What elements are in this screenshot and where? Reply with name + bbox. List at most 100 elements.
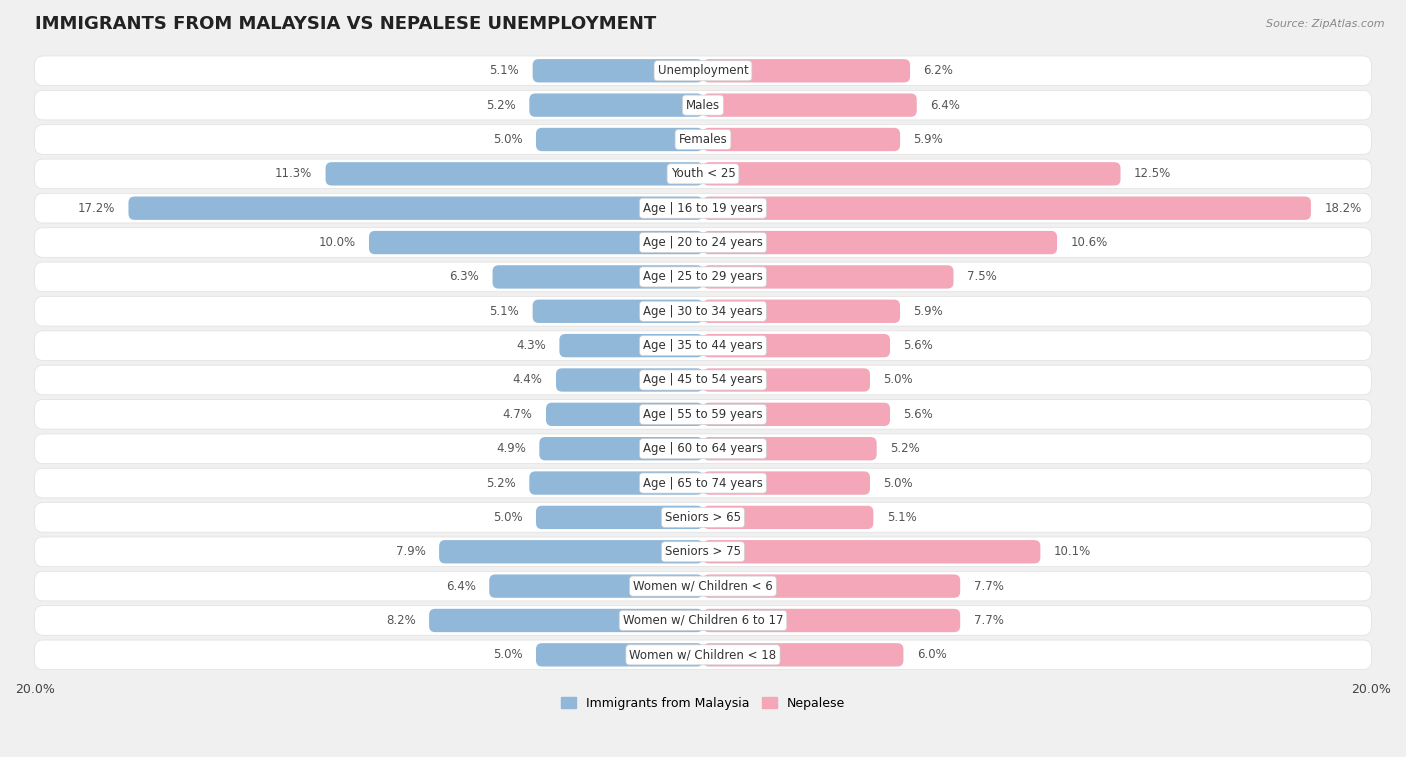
- Text: 5.0%: 5.0%: [883, 373, 912, 387]
- FancyBboxPatch shape: [35, 90, 1371, 120]
- Legend: Immigrants from Malaysia, Nepalese: Immigrants from Malaysia, Nepalese: [555, 692, 851, 715]
- Text: Age | 45 to 54 years: Age | 45 to 54 years: [643, 373, 763, 387]
- Text: 6.4%: 6.4%: [931, 98, 960, 111]
- FancyBboxPatch shape: [536, 643, 703, 666]
- Text: 4.9%: 4.9%: [496, 442, 526, 455]
- FancyBboxPatch shape: [368, 231, 703, 254]
- Text: Youth < 25: Youth < 25: [671, 167, 735, 180]
- Text: 10.1%: 10.1%: [1053, 545, 1091, 558]
- FancyBboxPatch shape: [35, 228, 1371, 257]
- Text: 10.0%: 10.0%: [319, 236, 356, 249]
- Text: 5.2%: 5.2%: [486, 477, 516, 490]
- Text: 6.0%: 6.0%: [917, 648, 946, 662]
- FancyBboxPatch shape: [326, 162, 703, 185]
- FancyBboxPatch shape: [533, 59, 703, 83]
- Text: 5.2%: 5.2%: [890, 442, 920, 455]
- FancyBboxPatch shape: [35, 400, 1371, 429]
- Text: 5.0%: 5.0%: [494, 133, 523, 146]
- FancyBboxPatch shape: [529, 472, 703, 495]
- FancyBboxPatch shape: [703, 575, 960, 598]
- FancyBboxPatch shape: [35, 365, 1371, 394]
- Text: 5.2%: 5.2%: [486, 98, 516, 111]
- Text: 6.4%: 6.4%: [446, 580, 475, 593]
- FancyBboxPatch shape: [536, 128, 703, 151]
- FancyBboxPatch shape: [35, 640, 1371, 670]
- Text: 11.3%: 11.3%: [276, 167, 312, 180]
- FancyBboxPatch shape: [703, 369, 870, 391]
- FancyBboxPatch shape: [35, 159, 1371, 188]
- FancyBboxPatch shape: [560, 334, 703, 357]
- FancyBboxPatch shape: [555, 369, 703, 391]
- Text: Age | 60 to 64 years: Age | 60 to 64 years: [643, 442, 763, 455]
- FancyBboxPatch shape: [703, 403, 890, 426]
- Text: Age | 30 to 34 years: Age | 30 to 34 years: [643, 305, 763, 318]
- FancyBboxPatch shape: [703, 437, 877, 460]
- FancyBboxPatch shape: [35, 262, 1371, 291]
- Text: IMMIGRANTS FROM MALAYSIA VS NEPALESE UNEMPLOYMENT: IMMIGRANTS FROM MALAYSIA VS NEPALESE UNE…: [35, 15, 657, 33]
- FancyBboxPatch shape: [703, 609, 960, 632]
- FancyBboxPatch shape: [703, 265, 953, 288]
- FancyBboxPatch shape: [703, 540, 1040, 563]
- FancyBboxPatch shape: [533, 300, 703, 323]
- Text: Females: Females: [679, 133, 727, 146]
- FancyBboxPatch shape: [703, 93, 917, 117]
- Text: 5.1%: 5.1%: [489, 64, 519, 77]
- FancyBboxPatch shape: [703, 472, 870, 495]
- Text: Source: ZipAtlas.com: Source: ZipAtlas.com: [1267, 19, 1385, 29]
- Text: 10.6%: 10.6%: [1070, 236, 1108, 249]
- FancyBboxPatch shape: [429, 609, 703, 632]
- Text: Males: Males: [686, 98, 720, 111]
- FancyBboxPatch shape: [35, 56, 1371, 86]
- Text: 7.9%: 7.9%: [396, 545, 426, 558]
- Text: 5.6%: 5.6%: [904, 408, 934, 421]
- Text: Seniors > 75: Seniors > 75: [665, 545, 741, 558]
- Text: 5.0%: 5.0%: [883, 477, 912, 490]
- Text: 7.7%: 7.7%: [973, 580, 1004, 593]
- FancyBboxPatch shape: [703, 128, 900, 151]
- FancyBboxPatch shape: [35, 125, 1371, 154]
- Text: 5.6%: 5.6%: [904, 339, 934, 352]
- Text: 5.1%: 5.1%: [489, 305, 519, 318]
- FancyBboxPatch shape: [703, 643, 904, 666]
- Text: Age | 16 to 19 years: Age | 16 to 19 years: [643, 201, 763, 215]
- FancyBboxPatch shape: [489, 575, 703, 598]
- Text: 17.2%: 17.2%: [77, 201, 115, 215]
- Text: Age | 25 to 29 years: Age | 25 to 29 years: [643, 270, 763, 283]
- Text: 4.4%: 4.4%: [513, 373, 543, 387]
- FancyBboxPatch shape: [35, 503, 1371, 532]
- FancyBboxPatch shape: [546, 403, 703, 426]
- Text: Women w/ Children 6 to 17: Women w/ Children 6 to 17: [623, 614, 783, 627]
- FancyBboxPatch shape: [540, 437, 703, 460]
- Text: 5.1%: 5.1%: [887, 511, 917, 524]
- Text: Age | 55 to 59 years: Age | 55 to 59 years: [643, 408, 763, 421]
- FancyBboxPatch shape: [703, 59, 910, 83]
- Text: Women w/ Children < 6: Women w/ Children < 6: [633, 580, 773, 593]
- FancyBboxPatch shape: [35, 434, 1371, 463]
- FancyBboxPatch shape: [35, 297, 1371, 326]
- FancyBboxPatch shape: [703, 506, 873, 529]
- Text: 5.9%: 5.9%: [914, 305, 943, 318]
- Text: 4.7%: 4.7%: [503, 408, 533, 421]
- Text: 18.2%: 18.2%: [1324, 201, 1361, 215]
- FancyBboxPatch shape: [128, 197, 703, 220]
- Text: Age | 65 to 74 years: Age | 65 to 74 years: [643, 477, 763, 490]
- Text: Seniors > 65: Seniors > 65: [665, 511, 741, 524]
- FancyBboxPatch shape: [703, 162, 1121, 185]
- Text: Age | 20 to 24 years: Age | 20 to 24 years: [643, 236, 763, 249]
- Text: Unemployment: Unemployment: [658, 64, 748, 77]
- Text: 7.7%: 7.7%: [973, 614, 1004, 627]
- FancyBboxPatch shape: [703, 334, 890, 357]
- Text: 12.5%: 12.5%: [1133, 167, 1171, 180]
- FancyBboxPatch shape: [492, 265, 703, 288]
- Text: 5.0%: 5.0%: [494, 648, 523, 662]
- FancyBboxPatch shape: [529, 93, 703, 117]
- Text: 5.9%: 5.9%: [914, 133, 943, 146]
- FancyBboxPatch shape: [35, 194, 1371, 223]
- Text: Age | 35 to 44 years: Age | 35 to 44 years: [643, 339, 763, 352]
- FancyBboxPatch shape: [35, 572, 1371, 601]
- FancyBboxPatch shape: [35, 606, 1371, 635]
- Text: 4.3%: 4.3%: [516, 339, 546, 352]
- FancyBboxPatch shape: [35, 331, 1371, 360]
- Text: 6.2%: 6.2%: [924, 64, 953, 77]
- Text: Women w/ Children < 18: Women w/ Children < 18: [630, 648, 776, 662]
